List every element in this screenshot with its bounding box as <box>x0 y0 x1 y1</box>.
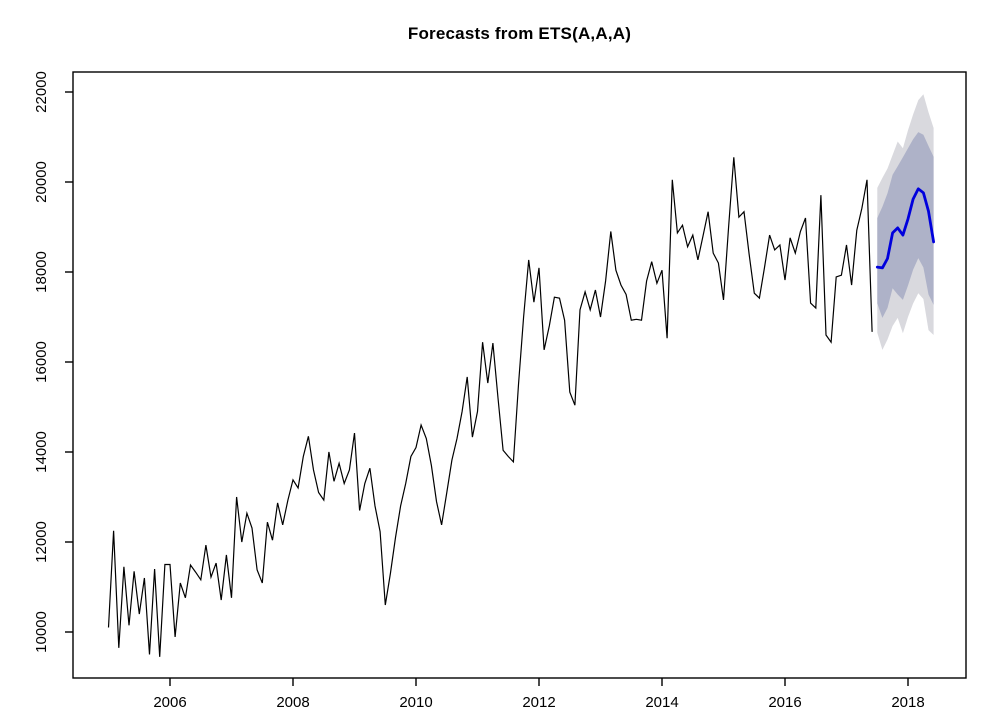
x-tick-label: 2006 <box>153 694 186 711</box>
chart-title: Forecasts from ETS(A,A,A) <box>407 24 632 43</box>
x-tick-label: 2010 <box>399 694 432 711</box>
forecast-mean-line <box>875 187 935 270</box>
y-tick-label: 20000 <box>33 161 50 203</box>
observed-series-line <box>107 157 873 657</box>
plot-box <box>72 71 967 679</box>
x-tick-label: 2012 <box>522 694 555 711</box>
y-tick-label: 22000 <box>33 71 50 113</box>
y-tick-label: 18000 <box>33 251 50 293</box>
x-tick-label: 2016 <box>768 694 801 711</box>
y-tick-label: 10000 <box>33 611 50 653</box>
y-tick-label: 14000 <box>33 431 50 473</box>
x-tick-label: 2008 <box>276 694 309 711</box>
y-tick-label: 16000 <box>33 341 50 383</box>
x-tick-label: 2014 <box>645 694 678 711</box>
y-tick-label: 12000 <box>33 521 50 563</box>
x-tick-label: 2018 <box>891 694 924 711</box>
